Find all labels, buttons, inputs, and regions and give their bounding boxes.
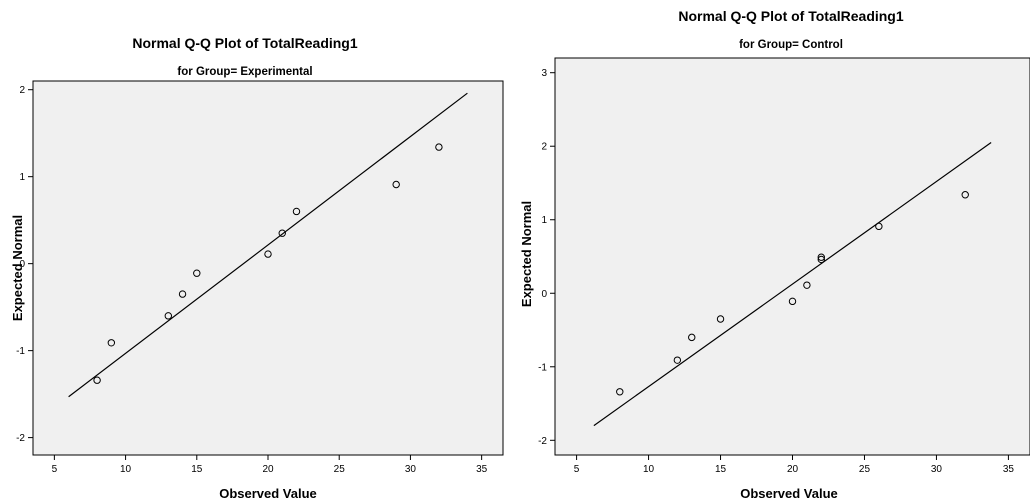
reference-line [68, 92, 468, 398]
data-point [716, 315, 725, 323]
data-point [292, 207, 301, 216]
data-point [264, 250, 272, 258]
data-point [107, 339, 116, 347]
data-point [193, 269, 201, 277]
data-point [435, 143, 443, 151]
x-tick-label: 30 [931, 464, 943, 475]
data-point [961, 191, 969, 199]
data-point [817, 255, 825, 264]
y-tick-label: 2 [541, 142, 547, 153]
x-tick-label: 25 [334, 464, 346, 475]
chart-subtitle: for Group= Experimental [177, 66, 312, 78]
y-axis-title: Expected Normal [10, 215, 25, 321]
chart-title: Normal Q-Q Plot of TotalReading1 [678, 8, 904, 24]
data-point [178, 290, 187, 298]
x-tick-label: 10 [643, 464, 655, 475]
x-tick-label: 20 [787, 464, 799, 475]
chart-svg: Normal Q-Q Plot of TotalReading1 for Grou… [519, 8, 1030, 501]
x-tick-label: 20 [262, 464, 274, 475]
chart-subtitle: for Group= Control [739, 39, 843, 51]
data-point [673, 356, 682, 364]
data-point [164, 312, 173, 320]
x-tick-label: 5 [52, 464, 58, 475]
data-point [817, 253, 825, 261]
y-tick-label: 3 [541, 68, 547, 79]
y-tick-label: 0 [541, 289, 547, 300]
data-point [616, 388, 624, 396]
y-tick-label: 1 [19, 172, 25, 183]
y-tick-label: -2 [538, 436, 547, 447]
data-point [875, 222, 883, 231]
data-point [788, 297, 797, 306]
x-tick-label: 30 [405, 464, 417, 475]
data-point [93, 376, 101, 384]
y-tick-label: -1 [16, 346, 25, 357]
y-tick-label: 1 [541, 215, 547, 226]
y-axis-title: Expected Normal [519, 201, 534, 307]
qq-plot-control: Normal Q-Q Plot of TotalReading1 for Grou… [515, 0, 1030, 504]
data-point [688, 333, 696, 342]
y-tick-label: 2 [19, 85, 25, 96]
x-axis-title: Observed Value [740, 486, 838, 501]
chart-title: Normal Q-Q Plot of TotalReading1 [132, 35, 358, 51]
x-tick-label: 35 [476, 464, 488, 475]
qq-plot-experimental: Normal Q-Q Plot of TotalReading1 for Grou… [10, 35, 504, 501]
plot-area [554, 57, 1030, 456]
plot-area [32, 80, 504, 456]
data-point [392, 180, 400, 189]
x-axis-title: Observed Value [219, 486, 317, 501]
y-tick-label: 0 [19, 259, 25, 270]
x-tick-label: 15 [715, 464, 727, 475]
x-tick-label: 25 [859, 464, 871, 475]
y-tick-label: -2 [16, 433, 25, 444]
data-point [803, 281, 811, 289]
data-point [278, 229, 286, 237]
x-tick-label: 10 [120, 464, 132, 475]
y-tick-label: -1 [538, 362, 547, 373]
reference-line [593, 142, 992, 427]
x-tick-label: 35 [1003, 464, 1015, 475]
x-tick-label: 5 [574, 464, 580, 475]
chart-svg: Normal Q-Q Plot of TotalReading1 for Grou… [10, 35, 504, 501]
x-tick-label: 15 [191, 464, 203, 475]
